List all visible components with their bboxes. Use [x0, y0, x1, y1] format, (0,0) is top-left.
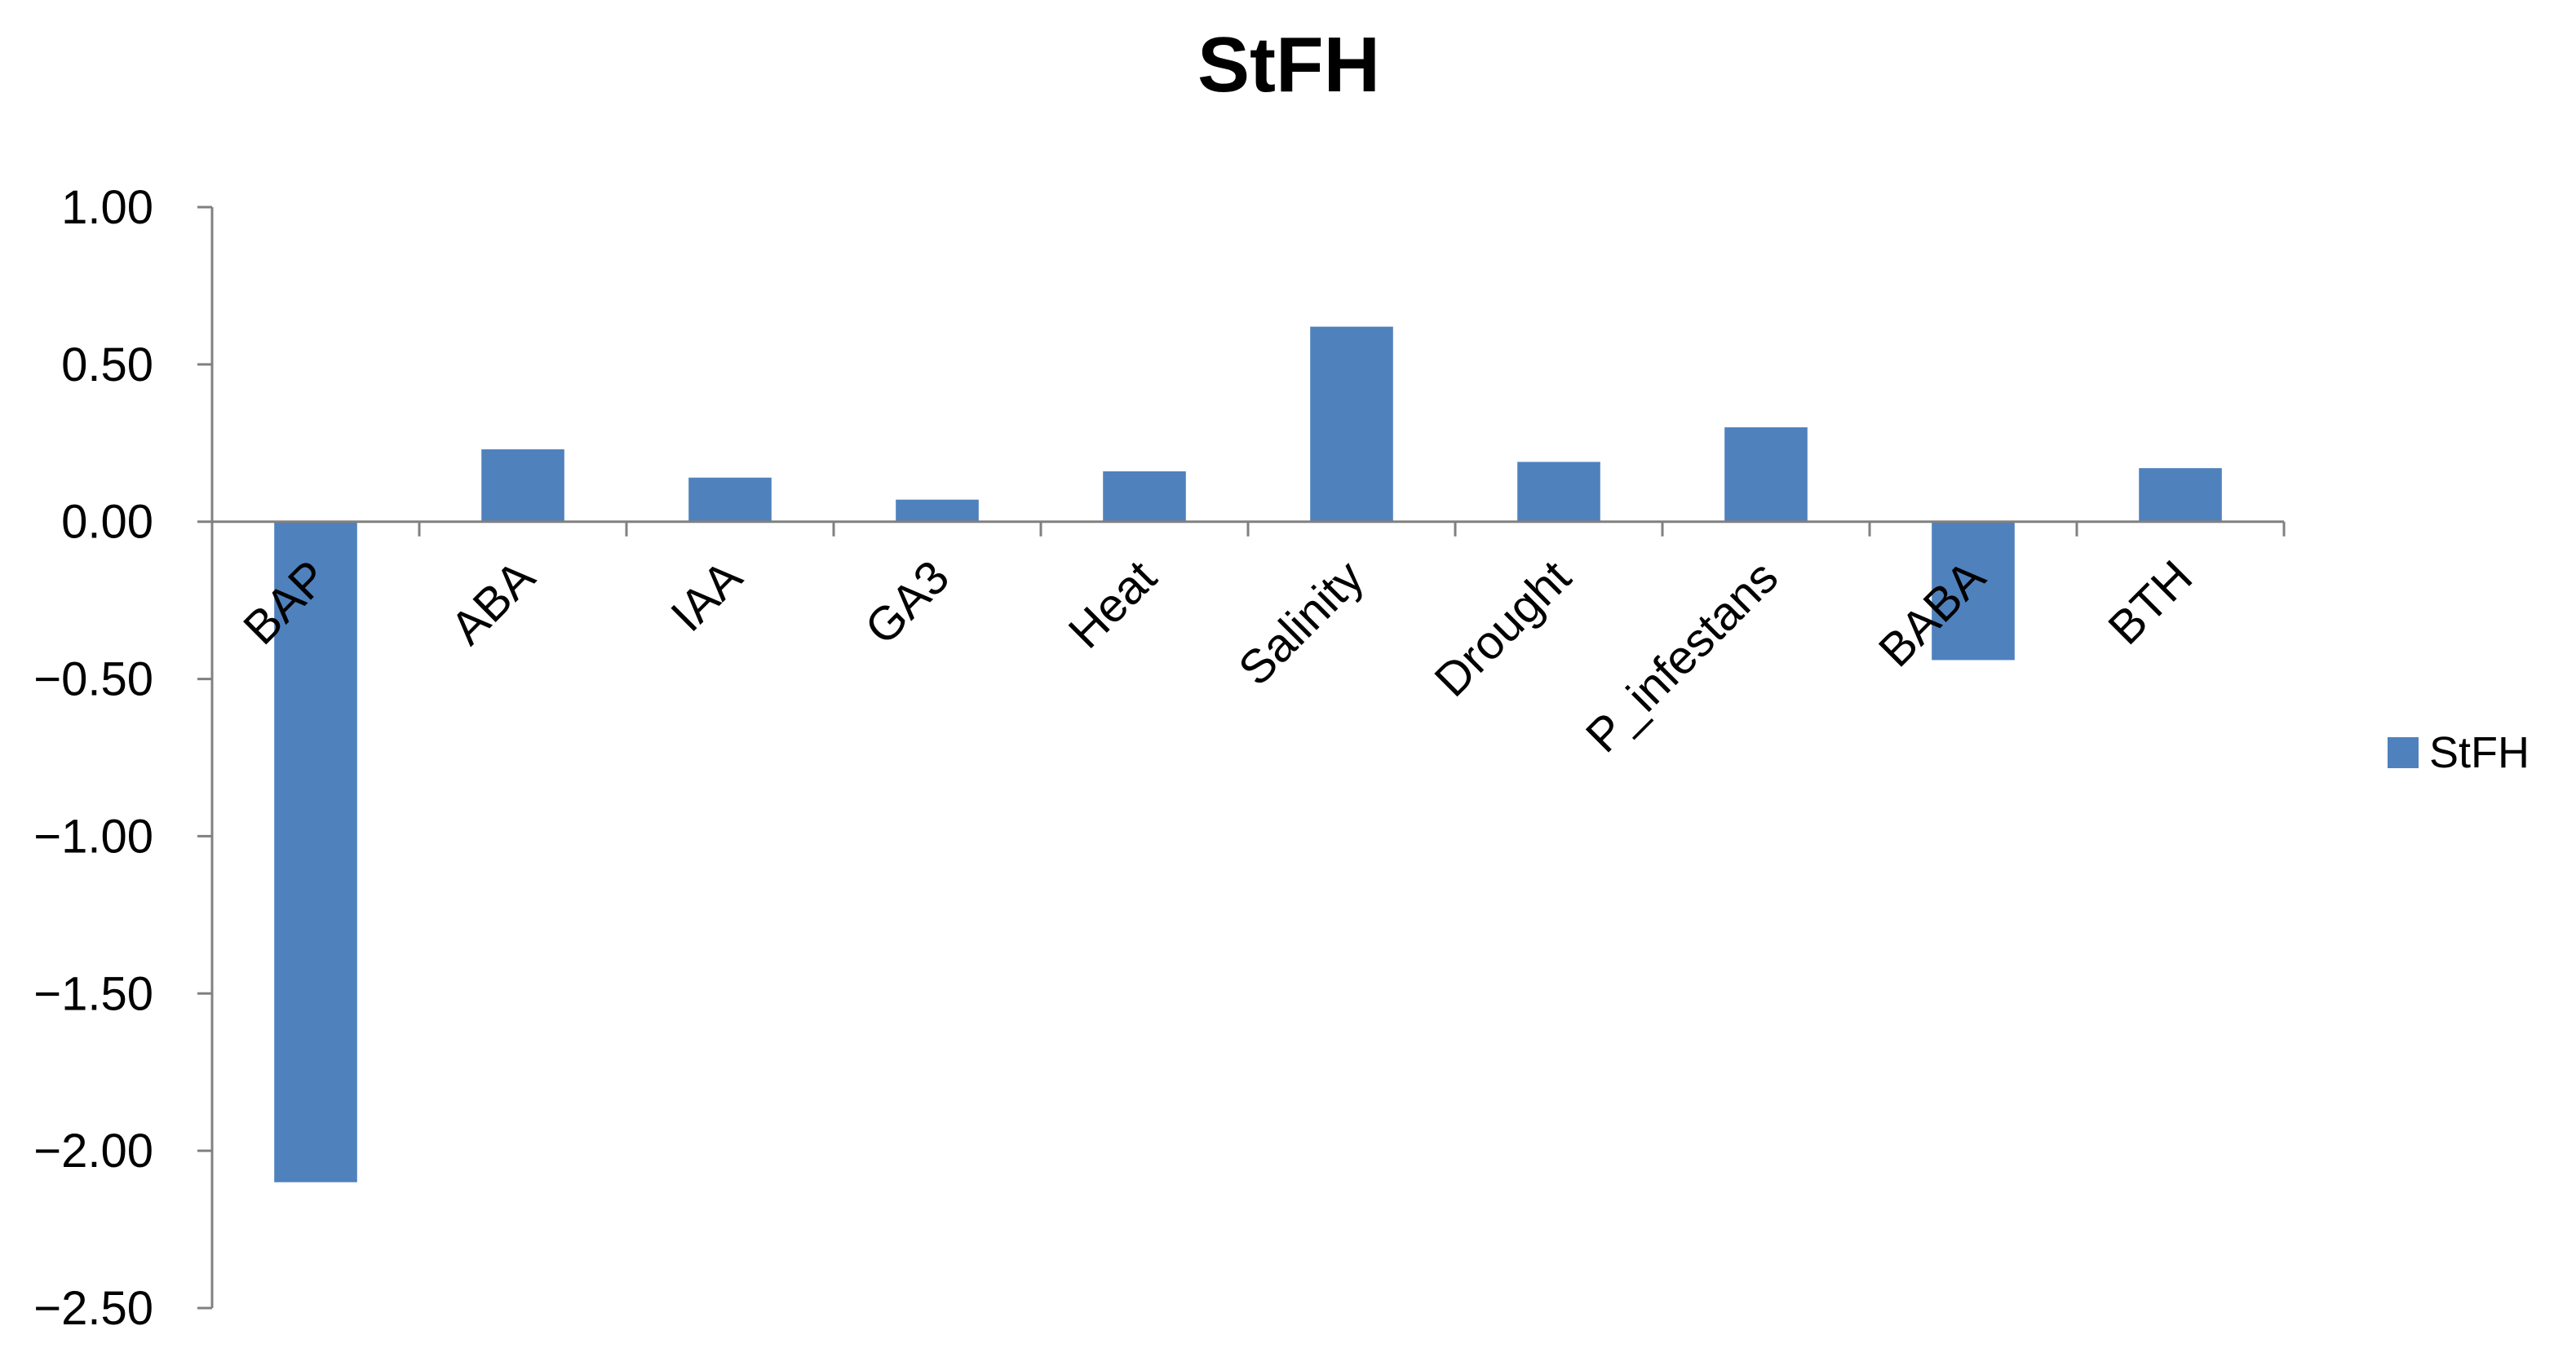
legend-label: StFH — [2429, 728, 2530, 777]
x-tick-label: BTH — [2098, 550, 2202, 655]
bar-baba — [1932, 521, 2015, 661]
y-tick-label: −1.50 — [33, 967, 153, 1020]
legend-swatch — [2388, 737, 2419, 768]
bars-layer — [274, 326, 2222, 1182]
y-tick-label: 0.00 — [61, 496, 153, 549]
bar-iaa — [688, 477, 772, 522]
y-tick-label: 0.50 — [61, 338, 153, 391]
x-tick-label: Drought — [1424, 550, 1581, 707]
y-tick-label: −2.50 — [33, 1282, 153, 1335]
bar-bth — [2139, 468, 2222, 522]
axes-layer — [197, 206, 2286, 1310]
bar-salinity — [1310, 326, 1393, 522]
legend: StFH — [2388, 728, 2530, 777]
y-tick-label: −2.00 — [33, 1125, 153, 1178]
x-tick-label: ABA — [440, 550, 545, 655]
x-tick-label: IAA — [661, 550, 752, 642]
bar-aba — [481, 449, 564, 522]
y-tick-label: −0.50 — [33, 653, 153, 706]
bar-drought — [1517, 462, 1600, 522]
bar-bap — [274, 521, 357, 1182]
x-tick-label: Salinity — [1228, 550, 1374, 696]
y-tick-label: −1.00 — [33, 810, 153, 863]
bar-p-infestans — [1724, 427, 1808, 522]
bar-ga3 — [896, 499, 979, 522]
x-tick-label: Heat — [1059, 550, 1167, 659]
bar-heat — [1103, 471, 1186, 522]
x-tick-label: P_infestans — [1576, 550, 1788, 762]
y-tick-label: 1.00 — [61, 181, 153, 234]
labels-layer: 1.000.500.00−0.50−1.00−1.50−2.00−2.50BAP… — [33, 181, 2202, 1335]
x-tick-label: GA3 — [855, 550, 959, 655]
chart-title: StFH — [1197, 21, 1380, 108]
